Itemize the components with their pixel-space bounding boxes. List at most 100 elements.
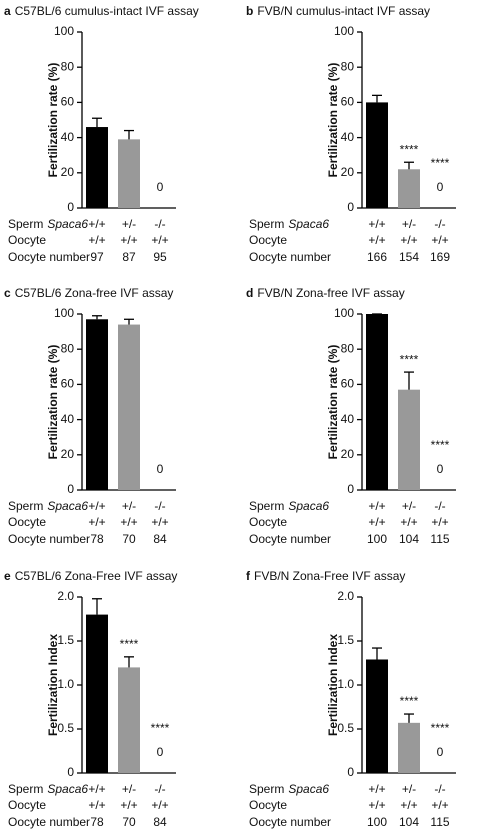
- row-label: Oocyte number: [8, 532, 90, 546]
- y-axis-label: Fertilization rate (%): [46, 345, 60, 460]
- oocyte-number: 166: [367, 250, 387, 264]
- row-label: Sperm Spaca6: [249, 499, 329, 513]
- oocyte-number: 104: [399, 815, 419, 829]
- gene-label: Spaca6: [47, 217, 88, 231]
- panel-letter: c: [4, 286, 11, 300]
- oocyte-genotype: +/+: [151, 515, 168, 529]
- oocyte-number: 87: [122, 250, 136, 264]
- oocyte-genotype: +/+: [400, 798, 417, 812]
- y-axis-label: Fertilization rate (%): [326, 345, 340, 460]
- bar: [118, 324, 140, 490]
- significance: ****: [400, 352, 419, 366]
- y-tick-label: 0.5: [337, 721, 354, 735]
- bar: [86, 127, 108, 208]
- sperm-genotype: +/+: [368, 499, 385, 513]
- sperm-genotype: +/+: [88, 782, 105, 796]
- row-label: Oocyte number: [249, 815, 331, 829]
- bar: [86, 614, 108, 773]
- value-label: 0: [437, 745, 444, 759]
- sperm-label: Sperm: [249, 217, 284, 231]
- y-tick-label: 100: [54, 24, 74, 38]
- sperm-genotype: -/-: [434, 499, 445, 513]
- y-tick-label: 40: [61, 412, 75, 426]
- bar: [118, 667, 140, 773]
- panel-title: a C57BL/6 cumulus-intact IVF assay: [4, 4, 199, 18]
- oocyte-genotype: +/+: [431, 515, 448, 529]
- value-label: 0: [157, 180, 164, 194]
- bar: [86, 319, 108, 490]
- panel-title: d FVB/N Zona-free IVF assay: [246, 286, 405, 300]
- value-label: 0: [157, 745, 164, 759]
- y-tick-label: 20: [61, 165, 75, 179]
- sperm-genotype: +/-: [122, 782, 136, 796]
- oocyte-number: 78: [90, 532, 104, 546]
- oocyte-genotype: +/+: [368, 233, 385, 247]
- gene-label: Spaca6: [47, 782, 88, 796]
- oocyte-genotype: +/+: [120, 233, 137, 247]
- sperm-genotype: +/-: [402, 782, 416, 796]
- y-tick-label: 80: [341, 59, 355, 73]
- y-tick-label: 20: [341, 447, 355, 461]
- row-label: Oocyte: [249, 233, 287, 247]
- oocyte-number: 70: [122, 815, 136, 829]
- sperm-genotype: -/-: [154, 782, 165, 796]
- bar: [398, 722, 420, 773]
- significance: ****: [400, 142, 419, 156]
- y-tick-label: 80: [61, 59, 75, 73]
- y-tick-label: 0.5: [57, 721, 74, 735]
- panel-letter: a: [4, 4, 11, 18]
- sperm-genotype: +/+: [368, 217, 385, 231]
- sperm-genotype: -/-: [154, 499, 165, 513]
- value-label: 0: [437, 462, 444, 476]
- significance: ****: [151, 721, 170, 735]
- oocyte-number: 70: [122, 532, 136, 546]
- y-axis-label: Fertilization Index: [326, 634, 340, 736]
- title-text: FVB/N Zona-Free IVF assay: [254, 569, 405, 583]
- y-tick-label: 80: [341, 341, 355, 355]
- oocyte-number: 84: [153, 532, 167, 546]
- panel-title: e C57BL/6 Zona-Free IVF assay: [4, 569, 177, 583]
- row-label: Oocyte: [249, 798, 287, 812]
- sperm-label: Sperm: [8, 217, 43, 231]
- oocyte-genotype: +/+: [400, 233, 417, 247]
- y-tick-label: 0: [347, 482, 354, 496]
- panel-letter: f: [246, 569, 251, 583]
- oocyte-genotype: +/+: [88, 798, 105, 812]
- row-label: Oocyte: [8, 515, 46, 529]
- y-axis-label: Fertilization Index: [46, 634, 60, 736]
- title-text: FVB/N cumulus-intact IVF assay: [257, 4, 430, 18]
- significance: ****: [431, 721, 450, 735]
- significance: ****: [120, 637, 139, 651]
- oocyte-genotype: +/+: [368, 798, 385, 812]
- y-tick-label: 40: [61, 130, 75, 144]
- row-label: Oocyte number: [249, 532, 331, 546]
- y-tick-label: 1.0: [57, 677, 74, 691]
- gene-label: Spaca6: [288, 782, 329, 796]
- y-tick-label: 60: [61, 377, 75, 391]
- y-tick-label: 0: [347, 200, 354, 214]
- oocyte-genotype: +/+: [431, 798, 448, 812]
- sperm-label: Sperm: [249, 499, 284, 513]
- panel: d FVB/N Zona-free IVF assay Fertilization …: [246, 286, 456, 546]
- oocyte-genotype: +/+: [368, 515, 385, 529]
- y-axis-label: Fertilization rate (%): [46, 63, 60, 178]
- y-tick-label: 0: [347, 765, 354, 779]
- y-tick-label: 60: [341, 377, 355, 391]
- oocyte-genotype: +/+: [431, 233, 448, 247]
- row-label: Oocyte: [249, 515, 287, 529]
- y-axis-label: Fertilization rate (%): [326, 63, 340, 178]
- oocyte-genotype: +/+: [88, 515, 105, 529]
- row-label: Oocyte: [8, 798, 46, 812]
- oocyte-number: 169: [430, 250, 450, 264]
- y-tick-label: 2.0: [57, 589, 74, 603]
- sperm-label: Sperm: [8, 499, 43, 513]
- sperm-genotype: -/-: [434, 782, 445, 796]
- y-tick-label: 1.5: [57, 633, 74, 647]
- panel: a C57BL/6 cumulus-intact IVF assay Fertili…: [4, 4, 199, 264]
- oocyte-genotype: +/+: [151, 798, 168, 812]
- sperm-label: Sperm: [8, 782, 43, 796]
- value-label: 0: [157, 462, 164, 476]
- row-label: Sperm Spaca6: [249, 782, 329, 796]
- oocyte-genotype: +/+: [151, 233, 168, 247]
